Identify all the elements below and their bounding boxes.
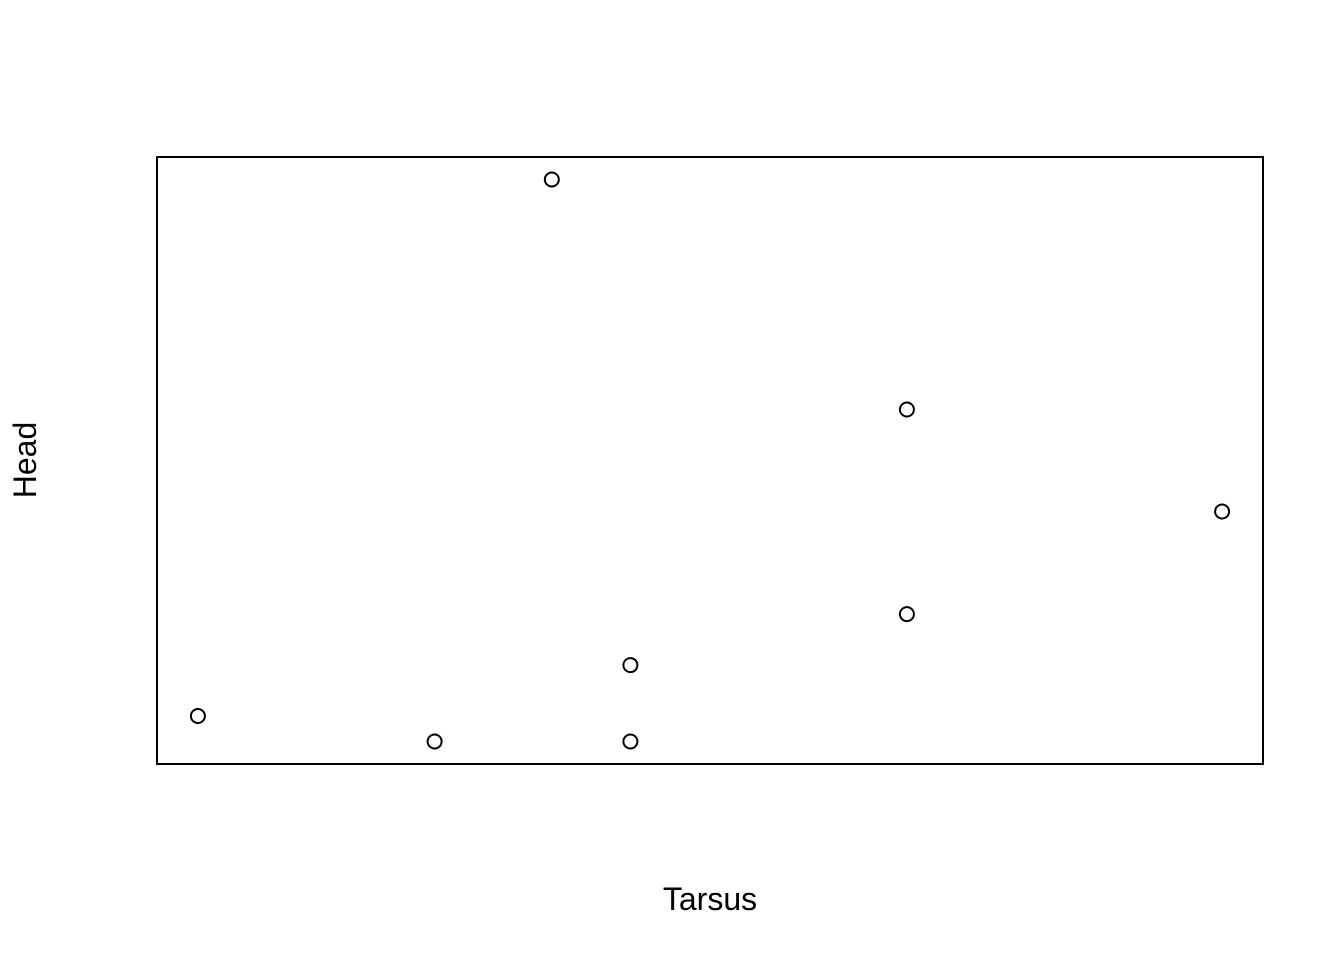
plot-frame <box>156 156 1264 765</box>
scatter-point-2 <box>426 733 443 750</box>
points-layer <box>189 171 1231 750</box>
y-axis-label: Head <box>7 422 43 499</box>
scatter-point-1 <box>189 708 206 724</box>
scatter-point-3 <box>543 171 560 188</box>
scatter-point-5 <box>622 657 639 674</box>
scatter-point-8 <box>1214 503 1231 520</box>
scatter-point-4 <box>622 733 639 750</box>
scatter-point-7 <box>898 606 915 623</box>
x-axis-label: Tarsus <box>663 881 757 917</box>
scatter-point-6 <box>898 401 915 418</box>
